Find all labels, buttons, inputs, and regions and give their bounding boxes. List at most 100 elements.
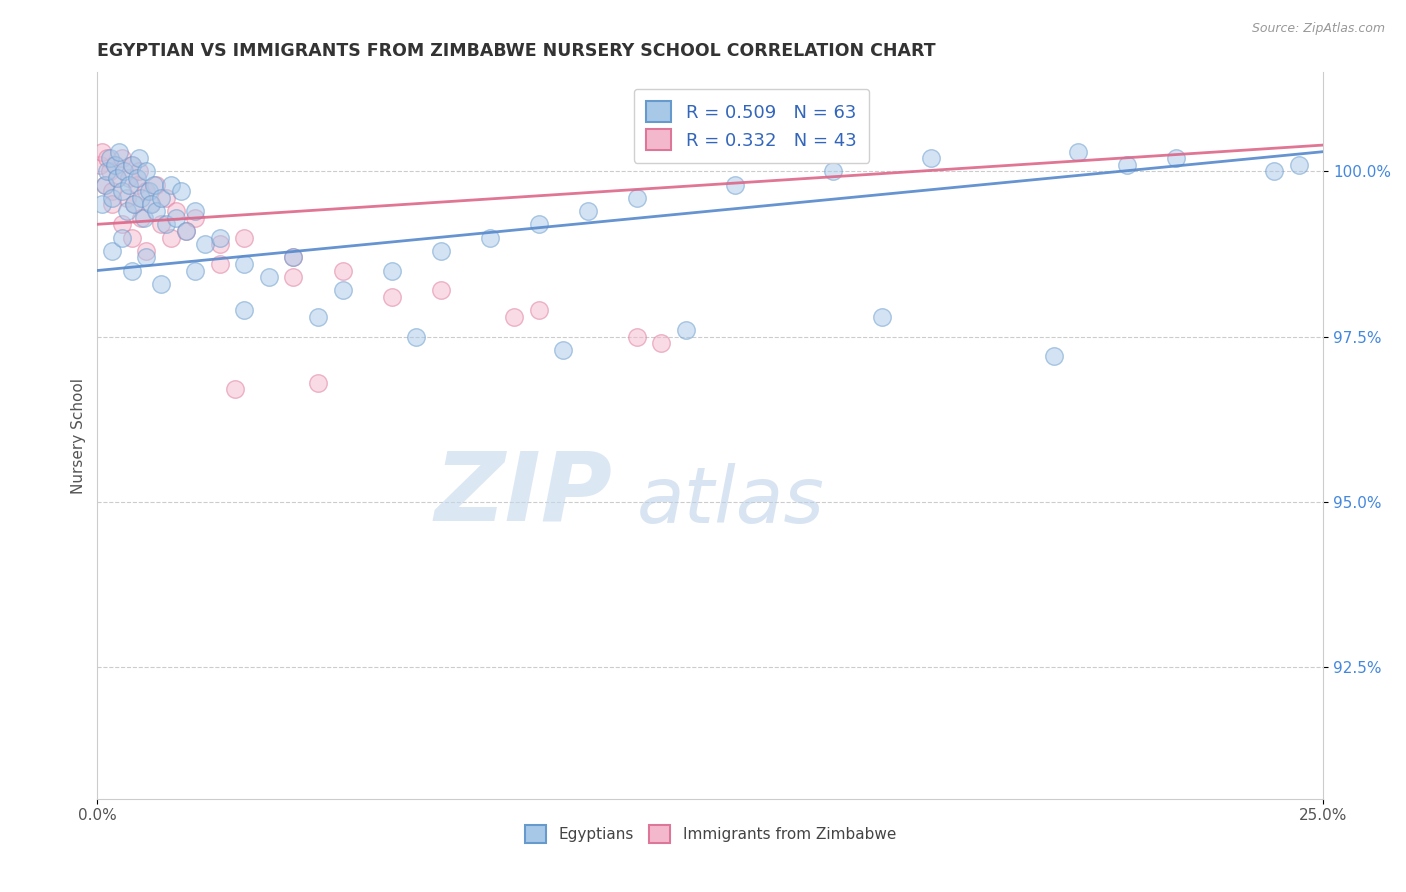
Point: [332, 263, 354, 277]
Point: [96, 151, 118, 165]
Point: [118, 171, 141, 186]
Point: [576, 204, 599, 219]
Point: [150, 217, 173, 231]
Point: [142, 178, 165, 192]
Point: [141, 197, 163, 211]
Point: [527, 303, 550, 318]
Point: [233, 257, 256, 271]
Point: [675, 323, 697, 337]
Point: [920, 151, 942, 165]
Point: [128, 151, 150, 165]
Point: [101, 191, 124, 205]
Point: [93, 178, 115, 192]
Y-axis label: Nursery School: Nursery School: [72, 377, 86, 493]
Point: [111, 151, 134, 165]
Point: [429, 283, 451, 297]
Point: [135, 184, 157, 198]
Point: [307, 310, 329, 324]
Point: [650, 336, 672, 351]
Point: [405, 329, 427, 343]
Point: [283, 270, 305, 285]
Point: [121, 158, 143, 172]
Point: [141, 197, 163, 211]
Point: [98, 164, 121, 178]
Point: [165, 211, 187, 225]
Point: [283, 250, 305, 264]
Point: [553, 343, 575, 357]
Legend: R = 0.509   N = 63, R = 0.332   N = 43: R = 0.509 N = 63, R = 0.332 N = 43: [634, 88, 869, 163]
Point: [125, 171, 148, 186]
Point: [626, 329, 648, 343]
Point: [121, 263, 143, 277]
Point: [224, 383, 246, 397]
Point: [111, 230, 134, 244]
Point: [105, 171, 128, 186]
Point: [121, 230, 143, 244]
Point: [821, 164, 844, 178]
Point: [184, 263, 207, 277]
Point: [150, 277, 173, 291]
Point: [208, 230, 231, 244]
Point: [135, 244, 157, 258]
Point: [101, 184, 124, 198]
Text: EGYPTIAN VS IMMIGRANTS FROM ZIMBABWE NURSERY SCHOOL CORRELATION CHART: EGYPTIAN VS IMMIGRANTS FROM ZIMBABWE NUR…: [97, 42, 936, 60]
Point: [135, 250, 157, 264]
Point: [150, 191, 173, 205]
Point: [115, 191, 138, 205]
Point: [122, 197, 145, 211]
Point: [91, 145, 114, 159]
Point: [128, 164, 150, 178]
Point: [115, 204, 138, 219]
Point: [724, 178, 747, 192]
Point: [93, 178, 115, 192]
Point: [174, 224, 197, 238]
Point: [111, 217, 134, 231]
Point: [1263, 164, 1285, 178]
Point: [125, 178, 148, 192]
Point: [132, 211, 155, 225]
Point: [122, 197, 145, 211]
Point: [145, 204, 167, 219]
Point: [121, 158, 143, 172]
Point: [208, 237, 231, 252]
Point: [165, 204, 187, 219]
Text: ZIP: ZIP: [434, 447, 612, 541]
Point: [381, 263, 404, 277]
Point: [96, 164, 118, 178]
Point: [174, 224, 197, 238]
Point: [131, 191, 153, 205]
Point: [91, 197, 114, 211]
Point: [184, 211, 207, 225]
Point: [283, 250, 305, 264]
Point: [155, 191, 177, 205]
Text: Source: ZipAtlas.com: Source: ZipAtlas.com: [1251, 22, 1385, 36]
Point: [105, 171, 128, 186]
Point: [503, 310, 526, 324]
Point: [527, 217, 550, 231]
Point: [233, 303, 256, 318]
Text: atlas: atlas: [637, 463, 825, 539]
Point: [103, 158, 125, 172]
Point: [111, 184, 134, 198]
Point: [381, 290, 404, 304]
Point: [101, 197, 124, 211]
Point: [208, 257, 231, 271]
Point: [89, 158, 111, 172]
Point: [145, 178, 167, 192]
Point: [1116, 158, 1139, 172]
Point: [118, 178, 141, 192]
Point: [155, 217, 177, 231]
Point: [135, 164, 157, 178]
Point: [1166, 151, 1188, 165]
Point: [112, 164, 135, 178]
Point: [429, 244, 451, 258]
Point: [626, 191, 648, 205]
Point: [332, 283, 354, 297]
Point: [131, 211, 153, 225]
Point: [478, 230, 501, 244]
Point: [1288, 158, 1310, 172]
Point: [170, 184, 193, 198]
Point: [160, 230, 183, 244]
Point: [160, 178, 183, 192]
Point: [103, 158, 125, 172]
